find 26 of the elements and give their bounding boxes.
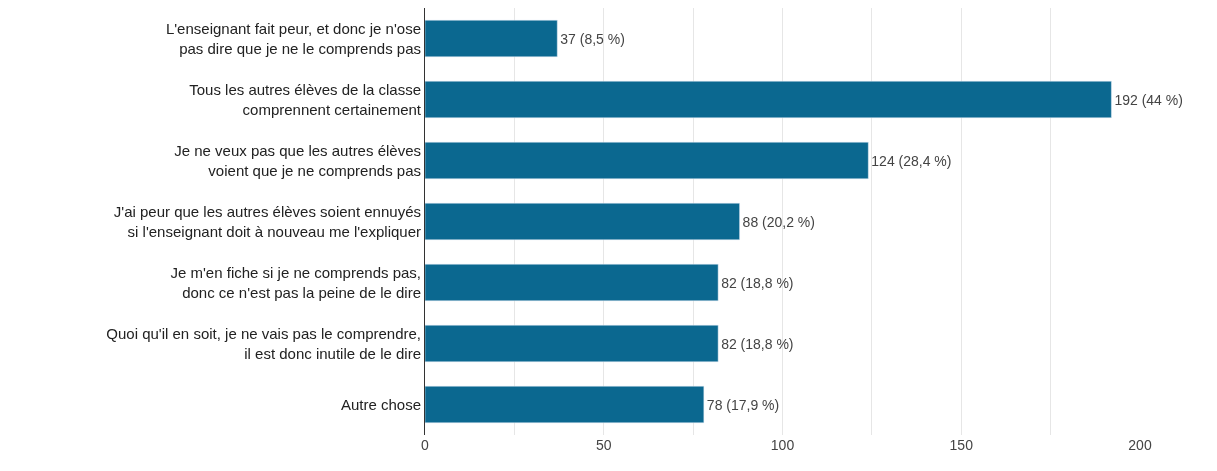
y-tick-label: J'ai peur que les autres élèves soient ennuyés si l'enseignant doit à nouveau me l'expliquer xyxy=(113,203,421,240)
data-label: 37 (8,5 %) xyxy=(560,30,625,47)
bar xyxy=(425,202,740,241)
y-tick-label: Je m'en fiche si je ne comprends pas, donc ce n'est pas la peine de le dire xyxy=(170,264,421,301)
y-tick-label: Quoi qu'il en soit, je ne vais pas le comprendre, il est donc inutile de le dire xyxy=(106,325,421,362)
y-tick-label: L'enseignant fait peur, et donc je n'ose pas dire que je ne le comprends pas xyxy=(165,20,421,57)
data-label: 82 (18,8 %) xyxy=(721,274,794,291)
y-tick-label: Autre chose xyxy=(340,395,421,413)
x-tick-label: 0 xyxy=(421,437,430,453)
bar xyxy=(425,385,705,424)
y-tick-label: Je ne veux pas que les autres élèves voient que je ne comprends pas xyxy=(174,142,421,179)
data-label: 124 (28,4 %) xyxy=(871,152,952,169)
data-label: 88 (20,2 %) xyxy=(742,213,815,230)
bar xyxy=(425,141,869,180)
data-label: 78 (17,9 %) xyxy=(706,396,780,413)
x-tick-label: 200 xyxy=(1128,437,1152,453)
x-tick-label: 50 xyxy=(595,437,612,453)
x-tick-label: 150 xyxy=(949,437,974,453)
y-tick-label: Tous les autres élèves de la classe comprennent certainement xyxy=(189,81,422,118)
bar xyxy=(425,80,1112,119)
bar xyxy=(425,19,558,58)
data-label: 82 (18,8 %) xyxy=(721,335,794,352)
bar xyxy=(425,324,719,363)
bar xyxy=(425,263,719,302)
data-label: 192 (44 %) xyxy=(1114,91,1183,108)
x-tick-label: 100 xyxy=(770,437,795,453)
